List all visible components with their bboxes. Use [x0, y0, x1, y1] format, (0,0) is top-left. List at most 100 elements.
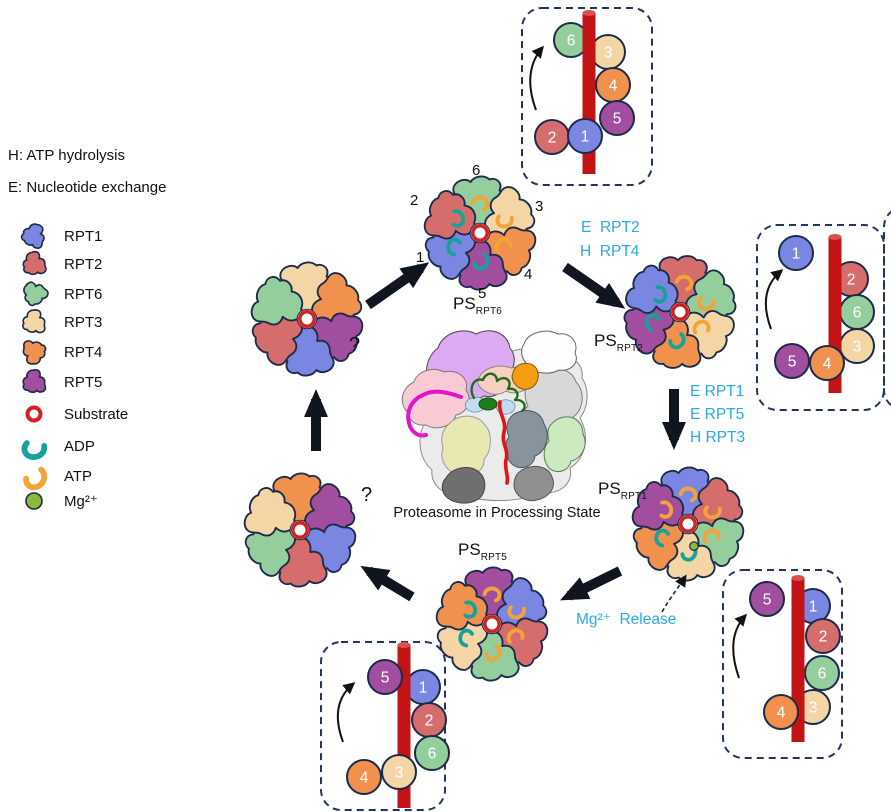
subunit-number: 3 [395, 765, 404, 782]
subunit-number: 2 [819, 629, 828, 646]
transition-label-e-rpt5: E RPT5 [690, 406, 745, 423]
ring-number-6: 6 [472, 162, 481, 179]
staircase-ps-rpt2: 1 2 6 3 5 4 [756, 224, 885, 411]
atp-icon [692, 319, 711, 335]
ps-sub: RPT2 [616, 343, 644, 354]
adp-icon [668, 332, 686, 350]
mg-release-pointer [661, 574, 687, 613]
substrate-icon [482, 614, 502, 634]
mg-icon [689, 541, 699, 551]
rpt6-icon [18, 279, 52, 309]
legend-item-rpt1: RPT1 [14, 221, 102, 251]
legend-item-label: Substrate [64, 405, 129, 423]
subunit-number: 2 [548, 130, 557, 147]
magenta-ribbon [406, 389, 463, 438]
subunit-number: 4 [609, 78, 618, 95]
subunit-rpt2 [423, 190, 477, 240]
subunit-circle-rpt1 [778, 235, 814, 271]
substrate-icon [297, 309, 317, 329]
subunit-number: 5 [613, 111, 622, 128]
substrate-bar-cap [397, 642, 411, 648]
adp-icon [458, 628, 474, 648]
definition-h: H: ATP hydrolysis [8, 147, 125, 164]
proteasome-lobe-khaki [441, 415, 491, 476]
center-caption: Proteasome in Processing State [393, 505, 601, 521]
subunit-circle-rpt5 [774, 343, 810, 379]
transition-label-e-rpt1: E RPT1 [690, 383, 745, 400]
clipped-box-edge [883, 210, 891, 407]
legend-item-label: RPT6 [64, 285, 103, 303]
atp-icon [703, 505, 722, 520]
dashed-box [722, 569, 843, 759]
ps-main: PS [458, 540, 481, 559]
subunit-rpt5 [631, 481, 685, 531]
proteasome-lobe-midgray [513, 466, 554, 502]
subunit-rpt6 [250, 276, 304, 326]
subunit-circle-rpt3 [381, 754, 417, 790]
question-mark-lower-left: ? [361, 484, 373, 506]
rpt3-icon [20, 307, 50, 337]
rotation-arrow [732, 613, 748, 679]
subunit-circle-rpt4 [346, 759, 382, 795]
legend-item-substrate: Substrate [14, 399, 128, 429]
ps-main: PS [594, 331, 617, 350]
adp-icon [654, 528, 670, 548]
rpt5-icon [20, 367, 50, 396]
rotation-arrow [336, 682, 356, 743]
ring-number-2: 2 [410, 192, 419, 209]
subunit-circle-rpt4 [809, 345, 845, 381]
ring-number-4: 4 [524, 266, 533, 283]
legend-item-adp: ADP [14, 431, 95, 461]
state-label-ps-rpt6: PSRPT6 [453, 294, 502, 317]
substrate-icon [678, 514, 698, 534]
subunit-number: 1 [581, 129, 590, 146]
legend-item-rpt3: RPT3 [14, 307, 102, 337]
atp-icon [674, 274, 694, 292]
subunit-rpt3 [243, 487, 297, 537]
proteasome-lobe-orange [511, 362, 539, 390]
subunit-number: 5 [788, 354, 797, 371]
rpt2-icon [21, 249, 49, 277]
subunit-circle-rpt5 [367, 659, 403, 695]
substrate-bar-cap [828, 234, 842, 240]
hexamer-ps-rpt1 [631, 466, 745, 582]
atp-icon [495, 214, 514, 229]
legend-item-rpt4: RPT4 [14, 337, 102, 367]
proteasome-lobe-white [521, 330, 577, 374]
atp-icon [482, 586, 502, 603]
rotation-arrow [764, 269, 784, 330]
subunit-number: 2 [847, 272, 856, 289]
proteasome-lobe-darkgray [441, 466, 486, 504]
legend-item-rpt6: RPT6 [14, 279, 102, 309]
transition-arrow-1 [365, 262, 430, 310]
substrate-icon [290, 520, 310, 540]
rpt1-icon [17, 221, 52, 251]
legend-item-label: Mg²⁺ [64, 493, 98, 510]
staircase-ps-rpt1: 5 12 63 4 [722, 569, 843, 759]
subunit-number: 2 [425, 713, 434, 730]
definition-e: E: Nucleotide exchange [8, 179, 167, 196]
subunit-number: 1 [419, 680, 428, 697]
subunit-circle-rpt5 [599, 100, 635, 136]
subunit-number: 3 [604, 45, 613, 62]
subunit-number: 6 [428, 746, 437, 763]
hexamer-unknown-lower-left [243, 472, 357, 588]
question-mark-upper-left: ? [349, 334, 361, 356]
hexamer-ps-rpt2 [623, 255, 737, 369]
ps-main: PS [598, 479, 621, 498]
subunit-number: 1 [792, 246, 801, 263]
substrate-icon [25, 405, 43, 423]
state-label-ps-rpt1: PSRPT1 [598, 479, 647, 502]
dashed-box [756, 224, 885, 411]
mg-release-label: Mg²⁺ Release [576, 611, 677, 628]
ubiquitin-knob [478, 397, 498, 411]
subunit-number: 6 [567, 33, 576, 50]
ring-number-5: 5 [478, 285, 487, 302]
subunit-circle-rpt1 [567, 118, 603, 154]
adp-icon [463, 600, 478, 619]
substrate-ribbon [497, 400, 510, 485]
atp-icon [484, 643, 502, 662]
subunit-circle-rpt4 [763, 694, 799, 730]
atp-icon [506, 628, 525, 645]
